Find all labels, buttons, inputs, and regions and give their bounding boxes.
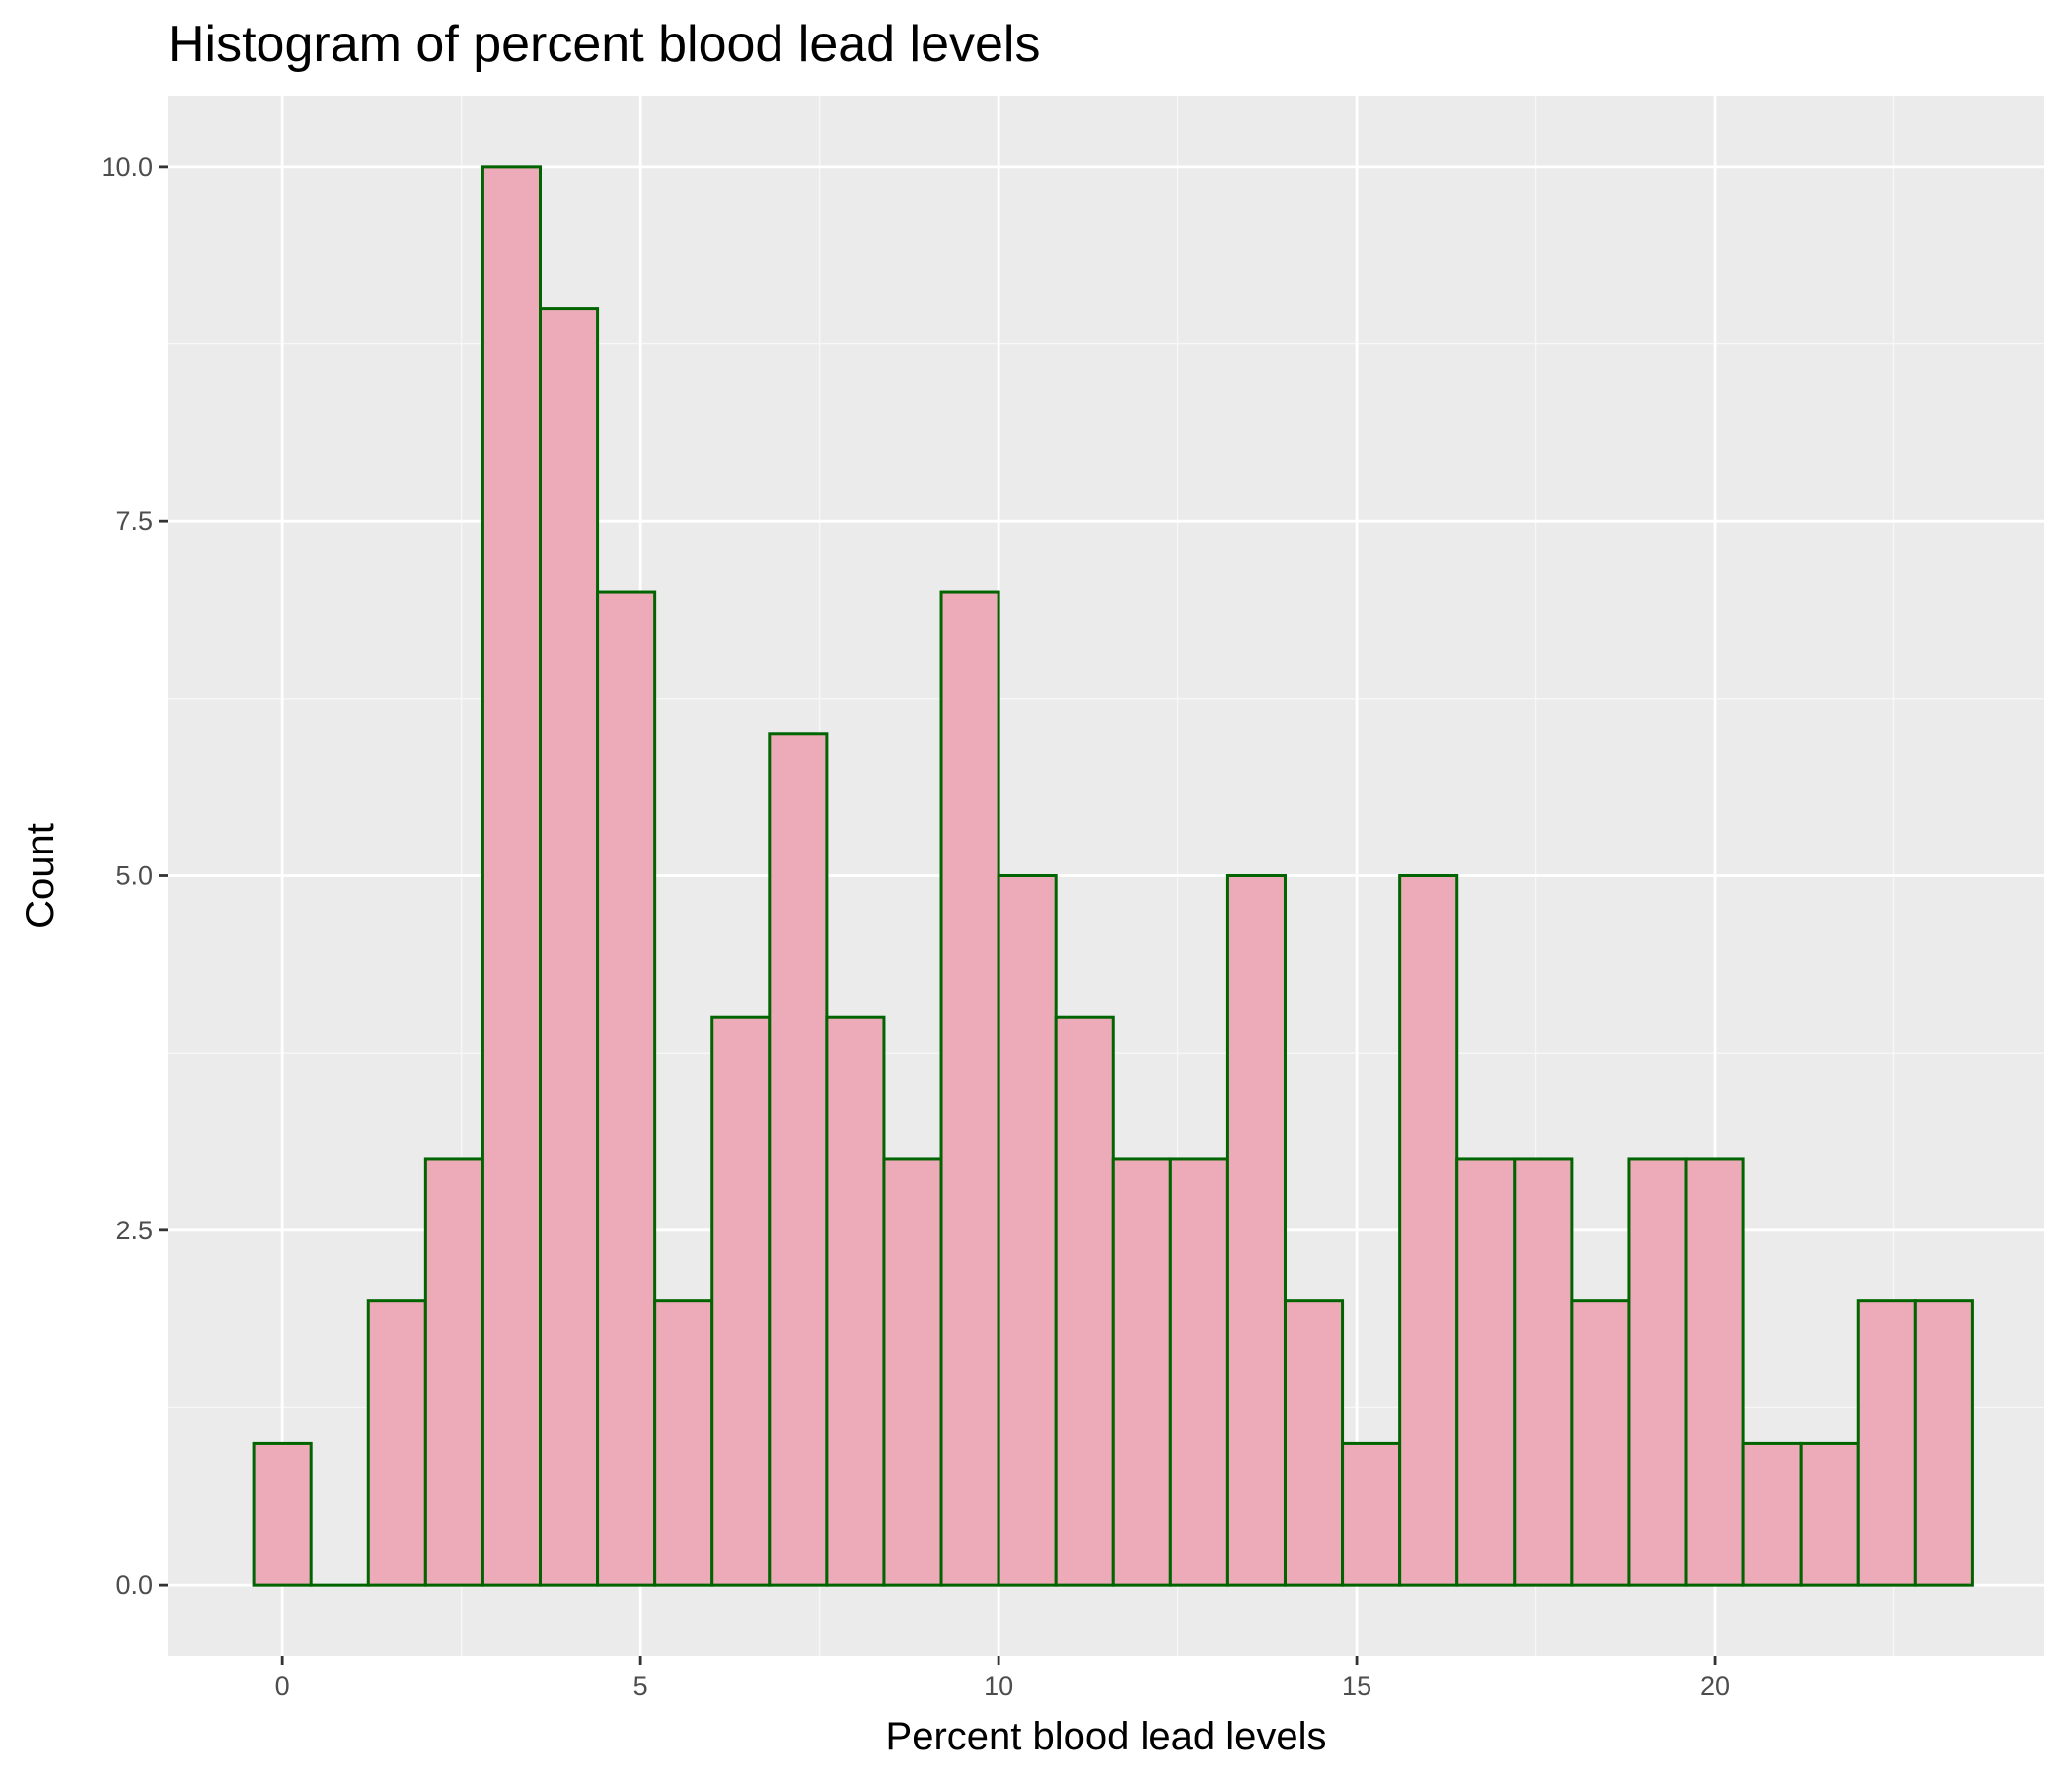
y-tick-label: 10.0 xyxy=(101,152,153,182)
y-tick-label: 2.5 xyxy=(115,1216,153,1245)
x-axis-title: Percent blood lead levels xyxy=(886,1715,1327,1758)
histogram-bar xyxy=(1056,1017,1113,1585)
y-tick-label: 5.0 xyxy=(115,861,153,891)
histogram-bar xyxy=(655,1301,712,1585)
histogram-bar xyxy=(1743,1443,1801,1585)
histogram-bar xyxy=(1801,1443,1858,1585)
histogram-bar xyxy=(598,592,655,1585)
histogram-bar xyxy=(1227,876,1285,1586)
histogram-bar xyxy=(712,1017,770,1585)
histogram-bar xyxy=(1113,1159,1170,1585)
histogram-bar xyxy=(884,1159,941,1585)
x-tick-label: 5 xyxy=(633,1671,648,1701)
chart-title: Histogram of percent blood lead levels xyxy=(168,16,1040,73)
histogram-bar xyxy=(941,592,999,1585)
histogram-bar xyxy=(999,876,1056,1586)
histogram-bar xyxy=(482,167,540,1585)
x-tick-label: 10 xyxy=(984,1671,1013,1701)
histogram-bar xyxy=(254,1443,311,1585)
x-tick-label: 15 xyxy=(1342,1671,1371,1701)
y-tick-label: 7.5 xyxy=(115,506,153,536)
histogram-bar xyxy=(1343,1443,1400,1585)
histogram-bar xyxy=(1400,876,1457,1586)
histogram-bar xyxy=(1572,1301,1629,1585)
histogram-bar xyxy=(368,1301,425,1585)
histogram-bar xyxy=(540,309,597,1586)
histogram-bar xyxy=(1915,1301,1972,1585)
histogram-bar xyxy=(1170,1159,1227,1585)
histogram-bar xyxy=(827,1017,884,1585)
histogram-bar xyxy=(1285,1301,1342,1585)
x-tick-label: 0 xyxy=(275,1671,290,1701)
histogram-bar xyxy=(1686,1159,1743,1585)
histogram-bar xyxy=(425,1159,482,1585)
histogram-bar xyxy=(1858,1301,1915,1585)
y-tick-label: 0.0 xyxy=(115,1570,153,1599)
histogram-bar xyxy=(770,734,827,1585)
x-tick-label: 20 xyxy=(1700,1671,1730,1701)
y-axis-title: Count xyxy=(19,823,62,928)
histogram-bar xyxy=(1515,1159,1572,1585)
x-axis-ticks: 0 5 10 15 20 xyxy=(275,1656,1730,1701)
y-axis-ticks: 0.0 2.5 5.0 7.5 10.0 xyxy=(101,152,168,1599)
histogram-bar xyxy=(1457,1159,1515,1585)
histogram-bar xyxy=(1629,1159,1686,1585)
